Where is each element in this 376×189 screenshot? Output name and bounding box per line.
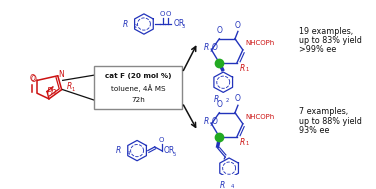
Text: OR: OR <box>164 146 175 155</box>
Text: O: O <box>216 100 222 109</box>
Text: O: O <box>235 21 241 29</box>
Text: R: R <box>204 43 209 52</box>
Text: O: O <box>30 75 36 84</box>
Text: 93% ee: 93% ee <box>299 126 329 135</box>
Text: O: O <box>159 137 164 143</box>
Text: NHCOPh: NHCOPh <box>246 114 275 120</box>
Text: R: R <box>214 95 219 104</box>
Text: R: R <box>240 138 245 147</box>
FancyBboxPatch shape <box>94 66 182 109</box>
Text: 7 examples,: 7 examples, <box>299 107 348 116</box>
Text: 72h: 72h <box>131 97 145 103</box>
Text: O: O <box>29 74 35 83</box>
Text: 5: 5 <box>172 152 176 157</box>
Text: cat F (20 mol %): cat F (20 mol %) <box>105 73 171 79</box>
Text: R: R <box>204 117 209 125</box>
Text: OR: OR <box>173 19 185 28</box>
Text: R: R <box>240 64 245 73</box>
Text: NHCOPh: NHCOPh <box>246 40 275 46</box>
Text: 4: 4 <box>231 184 235 189</box>
Text: O: O <box>160 11 165 17</box>
Text: 1: 1 <box>71 87 75 92</box>
Text: 3: 3 <box>182 24 185 29</box>
Text: 19 examples,: 19 examples, <box>299 27 353 36</box>
Text: 2: 2 <box>133 24 136 29</box>
Text: 1: 1 <box>246 141 249 146</box>
Text: 3: 3 <box>209 48 212 53</box>
Text: >99% ee: >99% ee <box>299 45 336 54</box>
Text: O: O <box>211 43 217 52</box>
Text: O: O <box>216 26 222 35</box>
Text: 1: 1 <box>246 67 249 72</box>
Text: N: N <box>59 70 65 79</box>
Text: up to 88% yield: up to 88% yield <box>299 117 361 125</box>
Text: 2: 2 <box>225 98 229 103</box>
Text: O: O <box>211 117 217 125</box>
Text: Ph: Ph <box>47 87 57 96</box>
Text: R: R <box>220 181 225 189</box>
Text: toluene, 4Å MS: toluene, 4Å MS <box>111 84 165 92</box>
Text: O: O <box>166 11 171 17</box>
Text: 4: 4 <box>126 151 130 156</box>
Text: R: R <box>116 146 121 155</box>
Text: up to 83% yield: up to 83% yield <box>299 36 361 45</box>
Text: R: R <box>67 82 72 91</box>
Text: O: O <box>235 94 241 103</box>
Text: 5: 5 <box>209 122 212 127</box>
Text: R: R <box>123 19 128 29</box>
